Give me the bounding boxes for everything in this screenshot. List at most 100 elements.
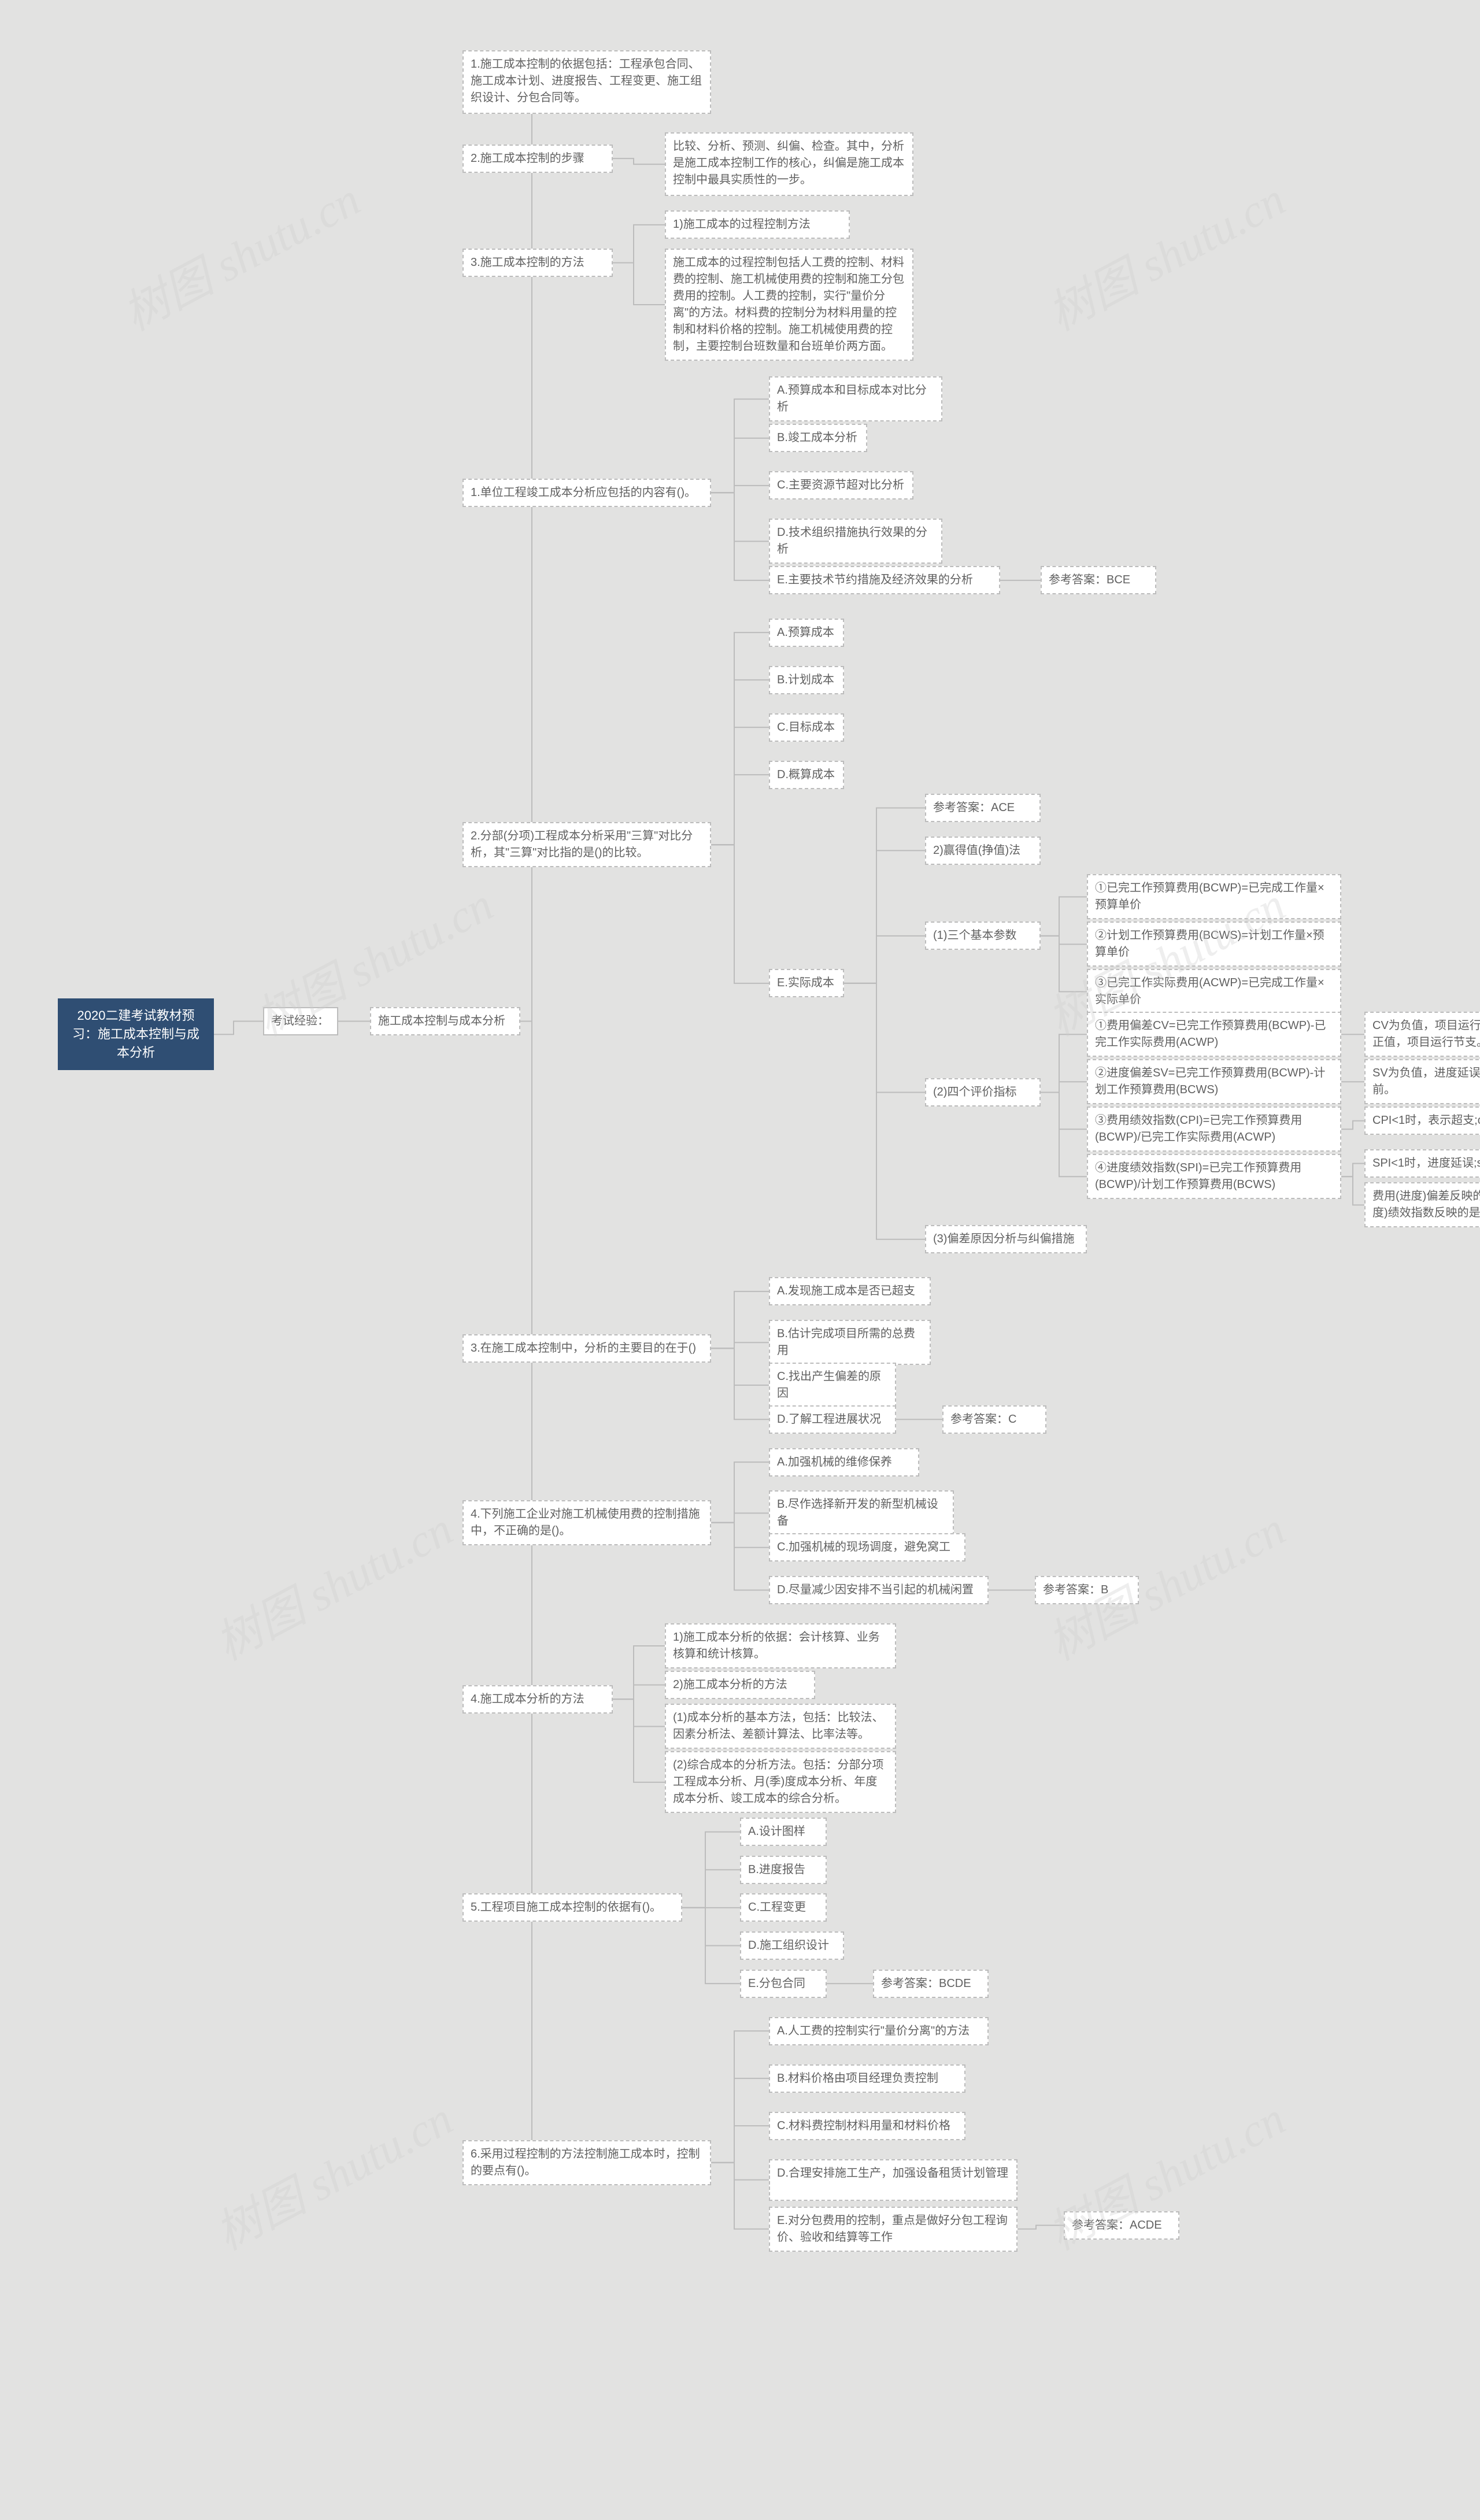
connector [844, 850, 925, 983]
node-m4b: 2)施工成本分析的方法 [665, 1671, 815, 1699]
node-s3a: 1)施工成本的过程控制方法 [665, 210, 850, 239]
connector [711, 775, 769, 845]
node-exp: 考试经验： [263, 1007, 338, 1035]
connector [462, 1022, 532, 1908]
node-q2D: D.概算成本 [769, 761, 844, 789]
watermark: 树图 shutu.cn [1034, 162, 1295, 343]
connector [462, 845, 532, 1021]
connector [711, 680, 769, 845]
node-m4d: (2)综合成本的分析方法。包括：分部分项工程成本分析、月(季)度成本分析、年度成… [665, 1751, 896, 1813]
node-q2B: B.计划成本 [769, 666, 844, 694]
node-q6C: C.材料费控制材料用量和材料价格 [769, 2112, 965, 2140]
node-q3A: A.发现施工成本是否已超支 [769, 1277, 931, 1305]
connector [613, 1699, 665, 1726]
connector [711, 486, 769, 493]
connector [462, 82, 532, 1021]
connector-layer [0, 0, 1480, 2520]
node-q5E: E.分包合同 [740, 1970, 827, 1998]
node-q6B: B.材料价格由项目经理负责控制 [769, 2064, 965, 2093]
connector [711, 1292, 769, 1348]
node-p1: (1)三个基本参数 [925, 922, 1041, 950]
connector [711, 438, 769, 493]
connector [711, 2126, 769, 2163]
connector [711, 2163, 769, 2229]
node-q6E: E.对分包费用的控制，重点是做好分包工程询价、验收和结算等工作 [769, 2207, 1018, 2252]
node-q1A: A.预算成本和目标成本对比分析 [769, 376, 942, 421]
connector [711, 727, 769, 845]
connector [711, 1348, 769, 1385]
node-q3C: C.找出产生偏差的原因 [769, 1363, 896, 1408]
node-q4D: D.尽量减少因安排不当引起的机械闲置 [769, 1576, 989, 1604]
node-p2b1: SV为负值，进度延误;SV为正值，进度提前。 [1364, 1059, 1480, 1104]
node-q5A: A.设计图样 [740, 1818, 827, 1846]
connector [1041, 1034, 1087, 1092]
node-q5B: B.进度报告 [740, 1856, 827, 1884]
node-q6A: A.人工费的控制实行"量价分离"的方法 [769, 2017, 989, 2045]
node-p2d1: SPI<1时，进度延误;spi>1时，进度提前。 [1364, 1149, 1480, 1178]
connector [711, 1342, 769, 1348]
node-q4: 4.下列施工企业对施工机械使用费的控制措施中，不正确的是()。 [462, 1500, 711, 1545]
node-s3: 3.施工成本控制的方法 [462, 249, 613, 277]
connector [711, 632, 769, 845]
connector [1041, 1082, 1087, 1092]
connector [613, 1699, 665, 1782]
node-s2: 2.施工成本控制的步骤 [462, 145, 613, 173]
connector [214, 1022, 263, 1035]
node-q1ans: 参考答案：BCE [1041, 566, 1156, 594]
watermark: 树图 shutu.cn [202, 1492, 462, 1673]
connector [711, 845, 769, 983]
connector [711, 2163, 769, 2180]
connector [682, 1908, 740, 1946]
connector [1341, 1121, 1364, 1130]
node-q1E: E.主要技术节约措施及经济效果的分析 [769, 566, 1000, 594]
node-q6: 6.采用过程控制的方法控制施工成本时，控制的要点有()。 [462, 2140, 711, 2185]
connector [711, 399, 769, 493]
connector [844, 983, 925, 1239]
node-ctrl: 施工成本控制与成本分析 [370, 1007, 520, 1035]
node-p2c: ③费用绩效指数(CPI)=已完工作预算费用(BCWP)/已完工作实际费用(ACW… [1087, 1107, 1341, 1152]
connector [462, 1022, 532, 1349]
connector [682, 1908, 740, 1984]
node-q6ans: 参考答案：ACDE [1064, 2211, 1179, 2240]
connector [462, 1022, 532, 2163]
node-q2A: A.预算成本 [769, 619, 844, 647]
node-p3: (3)偏差原因分析与纠偏措施 [925, 1225, 1087, 1253]
node-q4A: A.加强机械的维修保养 [769, 1448, 919, 1477]
connector [711, 1523, 769, 1590]
node-p2: (2)四个评价指标 [925, 1078, 1041, 1107]
connector [711, 1462, 769, 1523]
watermark: 树图 shutu.cn [202, 2082, 462, 2263]
connector [844, 936, 925, 983]
node-q5C: C.工程变更 [740, 1893, 827, 1922]
node-p2b: ②进度偏差SV=已完工作预算费用(BCWP)-计划工作预算费用(BCWS) [1087, 1059, 1341, 1104]
connector [462, 263, 532, 1022]
node-q6D: D.合理安排施工生产，加强设备租赁计划管理 [769, 2159, 1018, 2201]
node-s3b: 施工成本的过程控制包括人工费的控制、材料费的控制、施工机械使用费的控制和施工分包… [665, 249, 913, 361]
connector [711, 1523, 769, 1548]
node-p2c1: CPI<1时，表示超支;cpi>1时，表示节支。 [1364, 1107, 1480, 1135]
connector [844, 808, 925, 983]
node-q2C: C.目标成本 [769, 713, 844, 742]
node-q2E: E.实际成本 [769, 969, 844, 997]
node-m4a: 1)施工成本分析的依据：会计核算、业务核算和统计核算。 [665, 1623, 896, 1668]
node-p2d: ④进度绩效指数(SPI)=已完工作预算费用(BCWP)/计划工作预算费用(BCW… [1087, 1154, 1341, 1199]
node-q3D: D.了解工程进展状况 [769, 1405, 896, 1434]
connector [1341, 1164, 1364, 1177]
node-q5D: D.施工组织设计 [740, 1931, 844, 1960]
connector [462, 493, 532, 1021]
mindmap-canvas: 2020二建考试教材预习：施工成本控制与成本分析 考试经验： 施工成本控制与成本分析… [0, 0, 1480, 2520]
node-q4ans: 参考答案：B [1035, 1576, 1139, 1604]
connector [1041, 936, 1087, 992]
connector [711, 2031, 769, 2163]
connector [711, 1513, 769, 1522]
connector [711, 2078, 769, 2163]
connector [613, 1685, 665, 1700]
node-q5ans: 参考答案：BCDE [873, 1970, 989, 1998]
node-p1b: ②计划工作预算费用(BCWS)=计划工作量×预算单价 [1087, 922, 1341, 967]
node-q1C: C.主要资源节超对比分析 [769, 471, 913, 499]
node-q1B: B.竣工成本分析 [769, 424, 867, 452]
connector [1041, 1093, 1087, 1177]
node-p2a: ①费用偏差CV=已完工作预算费用(BCWP)-已完工作实际费用(ACWP) [1087, 1012, 1341, 1057]
node-q3ans: 参考答案：C [942, 1405, 1046, 1434]
node-root: 2020二建考试教材预习：施工成本控制与成本分析 [58, 998, 214, 1070]
